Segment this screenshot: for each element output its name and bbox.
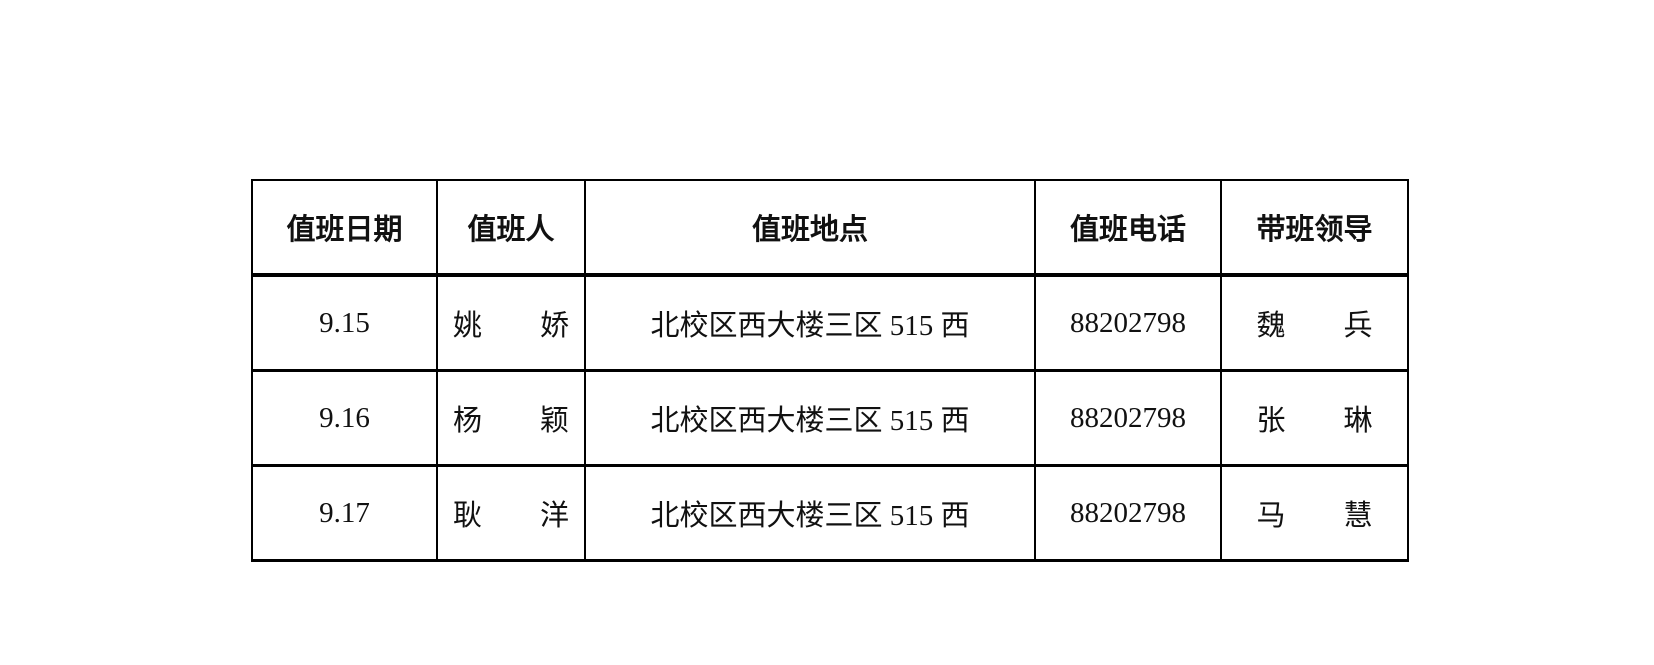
cell-leader: 魏 兵 [1220, 274, 1409, 372]
cell-location: 北校区西大楼三区 515 西 [584, 369, 1036, 467]
header-leader: 带班领导 [1220, 179, 1409, 277]
cell-date: 9.15 [251, 274, 438, 372]
header-duty-date: 值班日期 [251, 179, 438, 277]
cell-person: 耿 洋 [436, 464, 586, 562]
cell-phone: 88202798 [1034, 274, 1222, 372]
table-row: 9.16 杨 颖 北校区西大楼三区 515 西 88202798 张 琳 [251, 369, 1409, 467]
cell-phone: 88202798 [1034, 369, 1222, 467]
cell-location: 北校区西大楼三区 515 西 [584, 274, 1036, 372]
cell-leader: 马 慧 [1220, 464, 1409, 562]
table-row: 9.17 耿 洋 北校区西大楼三区 515 西 88202798 马 慧 [251, 464, 1409, 562]
header-duty-location: 值班地点 [584, 179, 1036, 277]
cell-leader: 张 琳 [1220, 369, 1409, 467]
cell-person: 姚 娇 [436, 274, 586, 372]
duty-schedule-table: 值班日期 值班人 值班地点 值班电话 带班领导 9.15 姚 娇 北校区西大楼三… [251, 179, 1409, 562]
header-duty-person: 值班人 [436, 179, 586, 277]
cell-person: 杨 颖 [436, 369, 586, 467]
header-duty-phone: 值班电话 [1034, 179, 1222, 277]
cell-location: 北校区西大楼三区 515 西 [584, 464, 1036, 562]
cell-date: 9.17 [251, 464, 438, 562]
table-row: 9.15 姚 娇 北校区西大楼三区 515 西 88202798 魏 兵 [251, 274, 1409, 372]
cell-date: 9.16 [251, 369, 438, 467]
table-header-row: 值班日期 值班人 值班地点 值班电话 带班领导 [251, 179, 1409, 277]
cell-phone: 88202798 [1034, 464, 1222, 562]
